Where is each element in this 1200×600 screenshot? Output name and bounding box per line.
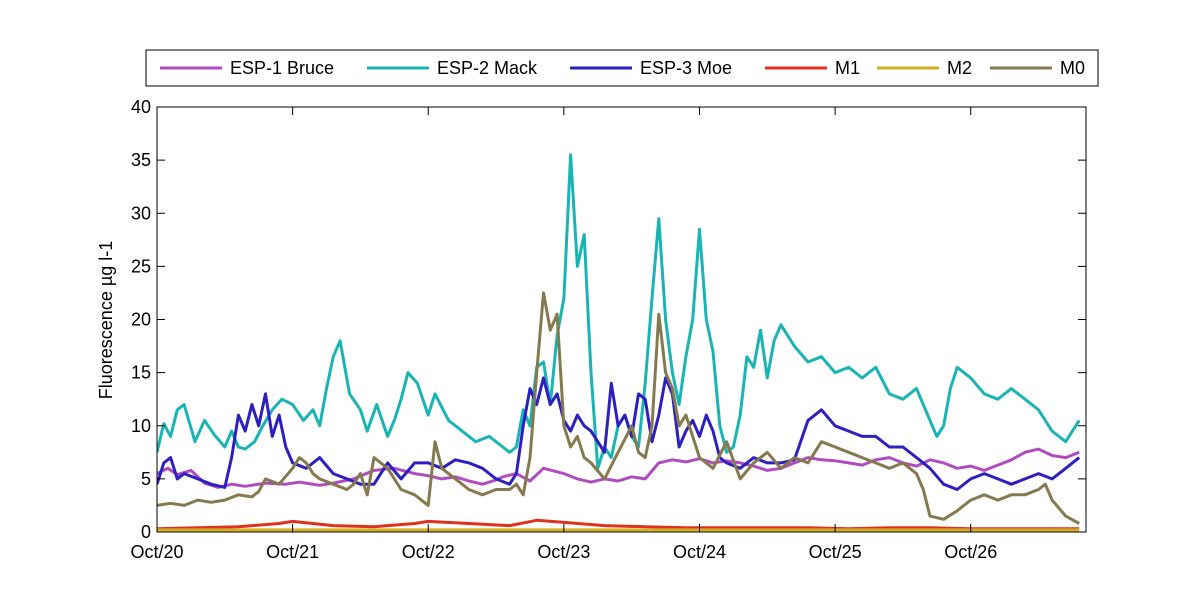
legend-label: M1	[835, 58, 860, 78]
y-tick-label: 0	[141, 522, 151, 542]
x-tick-label: Oct/24	[673, 542, 726, 562]
y-tick-label: 25	[131, 256, 151, 276]
legend-label: ESP-3 Moe	[640, 58, 732, 78]
y-tick-label: 40	[131, 97, 151, 117]
series-line-m0	[157, 291, 1080, 525]
x-tick-label: Oct/22	[402, 542, 455, 562]
series-line-esp-2-mack	[157, 153, 1081, 470]
x-tick-label: Oct/23	[537, 542, 590, 562]
legend-label: M2	[947, 58, 972, 78]
legend-label: ESP-2 Mack	[437, 58, 538, 78]
x-tick-label: Oct/25	[809, 542, 862, 562]
y-axis-label: Fluorescence µg l-1	[96, 241, 116, 399]
plot-area	[157, 153, 1081, 532]
x-tick-label: Oct/26	[944, 542, 997, 562]
y-tick-label: 5	[141, 469, 151, 489]
x-tick-label: Oct/21	[266, 542, 319, 562]
series-line-esp-3-moe	[157, 376, 1081, 491]
legend: ESP-1 Bruce ESP-2 Mack ESP-3 Moe M1 M2 M0	[145, 49, 1099, 87]
plot-frame	[156, 106, 1087, 533]
y-tick-label: 10	[131, 416, 151, 436]
y-tick-label: 20	[131, 310, 151, 330]
y-tick-label: 15	[131, 363, 151, 383]
x-tick-label: Oct/20	[130, 542, 183, 562]
series-line-m1	[157, 518, 1080, 531]
y-tick-label: 30	[131, 203, 151, 223]
axes: 0 5 10 15 20 25 30 35 40 Oct/20 Oct/21 Oct/22 Oct/23…	[130, 97, 1087, 562]
legend-label: M0	[1060, 58, 1085, 78]
series-line-esp-1-bruce	[157, 447, 1080, 489]
legend-label: ESP-1 Bruce	[230, 58, 334, 78]
y-tick-label: 35	[131, 150, 151, 170]
